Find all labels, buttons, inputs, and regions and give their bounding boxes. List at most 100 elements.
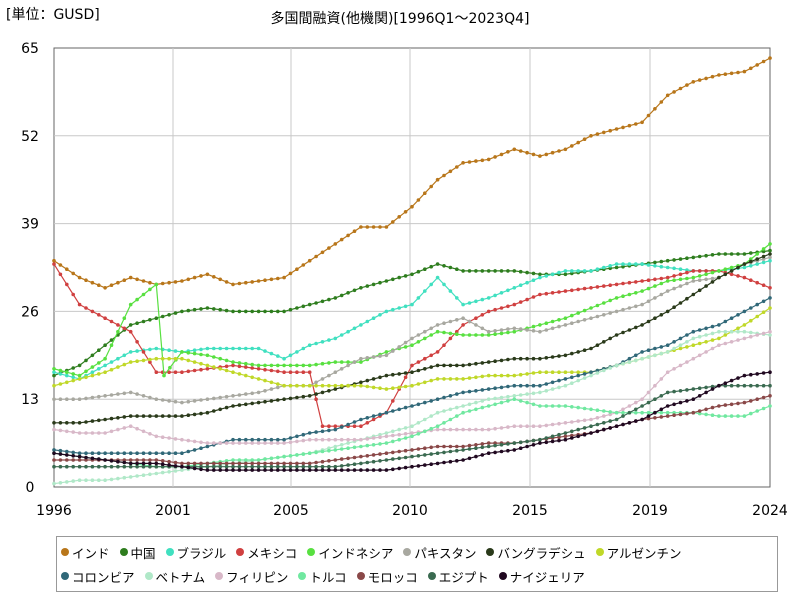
data-point	[403, 405, 408, 410]
data-point	[403, 465, 408, 470]
data-point	[486, 373, 491, 378]
data-point	[717, 404, 721, 408]
data-point	[154, 370, 159, 375]
data-point	[531, 424, 536, 429]
data-point	[768, 252, 772, 256]
data-point	[423, 400, 427, 405]
data-point	[128, 464, 133, 469]
data-point	[231, 464, 235, 469]
legend-item: ブラジル	[165, 543, 226, 562]
data-point	[371, 282, 376, 287]
data-point	[512, 394, 517, 398]
data-point	[595, 285, 600, 289]
data-point	[589, 316, 593, 321]
data-point	[65, 267, 69, 272]
data-point	[493, 426, 497, 431]
data-point	[397, 275, 402, 280]
data-point	[614, 333, 619, 337]
data-point	[263, 363, 267, 368]
data-point	[205, 346, 210, 351]
data-point	[192, 368, 197, 373]
data-point	[672, 413, 676, 418]
data-point	[723, 341, 728, 346]
data-point	[761, 283, 766, 288]
data-point	[71, 375, 75, 380]
data-point	[391, 399, 395, 403]
data-point	[704, 333, 708, 337]
data-point	[109, 459, 114, 463]
data-point	[148, 461, 152, 466]
data-point	[749, 257, 753, 261]
x-tick-label: 2024	[752, 503, 788, 519]
data-point	[301, 383, 306, 388]
data-point	[256, 346, 261, 351]
data-point	[116, 365, 120, 369]
data-point	[410, 370, 414, 375]
data-point	[499, 331, 504, 336]
data-point	[218, 464, 222, 469]
data-point	[237, 468, 242, 472]
data-point	[717, 323, 721, 327]
data-point	[455, 427, 459, 432]
data-point	[467, 443, 472, 448]
data-point	[141, 473, 146, 478]
data-point	[244, 468, 248, 472]
data-point	[442, 264, 446, 268]
data-point	[474, 407, 478, 412]
data-point	[256, 437, 261, 442]
data-point	[486, 451, 491, 456]
data-point	[301, 468, 306, 472]
data-point	[640, 356, 644, 361]
data-point	[640, 417, 644, 422]
data-point	[154, 464, 159, 469]
data-point	[467, 427, 472, 432]
data-point	[589, 286, 593, 290]
data-point	[672, 286, 676, 291]
data-point	[180, 414, 184, 418]
data-point	[148, 287, 152, 292]
data-point	[749, 259, 753, 264]
data-point	[435, 410, 440, 415]
data-point	[339, 367, 344, 371]
data-point	[499, 269, 504, 273]
data-point	[384, 441, 389, 445]
data-point	[346, 468, 350, 472]
data-point	[128, 461, 133, 466]
data-point	[493, 332, 497, 337]
data-point	[346, 422, 350, 427]
data-point	[276, 382, 280, 386]
data-point	[570, 375, 574, 380]
data-point	[525, 400, 529, 405]
data-point	[212, 396, 216, 401]
data-point	[205, 441, 210, 445]
data-point	[589, 346, 593, 351]
data-point	[122, 451, 127, 456]
data-point	[148, 360, 152, 364]
data-point	[557, 404, 561, 408]
data-point	[646, 278, 651, 283]
data-point	[499, 291, 504, 295]
data-point	[263, 441, 267, 445]
data-point	[320, 449, 325, 454]
data-point	[84, 375, 88, 380]
data-point	[199, 307, 203, 311]
data-point	[276, 455, 280, 460]
data-point	[602, 409, 606, 413]
data-point	[199, 361, 203, 366]
data-point	[250, 346, 254, 351]
data-point	[282, 363, 286, 368]
data-point	[403, 340, 408, 345]
data-point	[71, 421, 75, 425]
data-point	[339, 425, 344, 429]
data-point	[327, 383, 331, 388]
data-point	[486, 387, 491, 391]
data-point	[493, 155, 497, 159]
data-point	[646, 355, 651, 359]
data-point	[77, 431, 82, 435]
data-point	[665, 265, 670, 270]
data-point	[691, 279, 696, 283]
data-point	[135, 349, 139, 353]
data-point	[160, 414, 165, 418]
data-point	[365, 443, 370, 448]
data-point	[288, 468, 293, 472]
